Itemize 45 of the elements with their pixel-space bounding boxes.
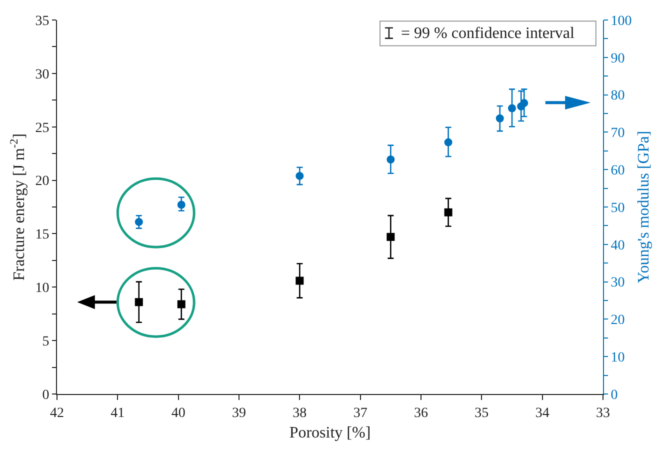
x-tick-label: 33 xyxy=(596,406,610,421)
point xyxy=(386,156,395,164)
point xyxy=(177,200,186,209)
x-tick-label: 39 xyxy=(232,406,246,421)
y-tick-label: 20 xyxy=(35,174,50,190)
point xyxy=(508,104,516,112)
y2-tick-label: 50 xyxy=(610,200,625,216)
y2-tick-label: 20 xyxy=(610,313,625,328)
point xyxy=(444,138,452,146)
point xyxy=(177,300,186,308)
y2-tick-label: 100 xyxy=(610,14,632,29)
x-tick-label: 42 xyxy=(50,406,64,421)
point xyxy=(386,232,395,241)
y-tick-label: 15 xyxy=(35,228,50,243)
annotation: = 99 % confidence interval xyxy=(401,25,575,42)
y2-tick-label: 60 xyxy=(610,164,625,178)
y-tick-label: 25 xyxy=(35,120,50,136)
x-axis-title: Porosity [%] xyxy=(289,424,371,442)
y-tick-label: 10 xyxy=(35,281,50,296)
point xyxy=(134,298,143,306)
x-tick-label: 36 xyxy=(414,406,428,421)
point xyxy=(520,99,528,108)
point xyxy=(444,208,452,216)
y-tick-label: 0 xyxy=(42,388,50,403)
point xyxy=(496,114,504,122)
y-tick-label: 30 xyxy=(35,67,50,82)
y-tick-label: 5 xyxy=(42,334,50,350)
x-tick-label: 35 xyxy=(474,406,489,421)
y2-axis-title: Young's modulus [GPa] xyxy=(636,130,652,284)
y2-tick-label: 0 xyxy=(610,388,618,403)
point xyxy=(296,276,304,285)
x-tick-label: 37 xyxy=(353,406,368,421)
y2-tick-label: 90 xyxy=(610,51,625,66)
y2-tick-label: 30 xyxy=(610,276,625,291)
y2-tick-label: 10 xyxy=(610,350,625,366)
x-tick-label: 38 xyxy=(292,406,307,421)
point xyxy=(296,172,304,180)
point xyxy=(134,218,143,226)
y-tick-label: 35 xyxy=(35,14,50,29)
x-tick-label: 34 xyxy=(535,406,550,421)
y2-tick-label: 80 xyxy=(610,88,625,104)
x-tick-label: 40 xyxy=(171,406,186,421)
y2-tick-label: 70 xyxy=(610,126,625,142)
y2-tick-label: 40 xyxy=(610,238,625,254)
x-tick-label: 41 xyxy=(110,406,125,421)
